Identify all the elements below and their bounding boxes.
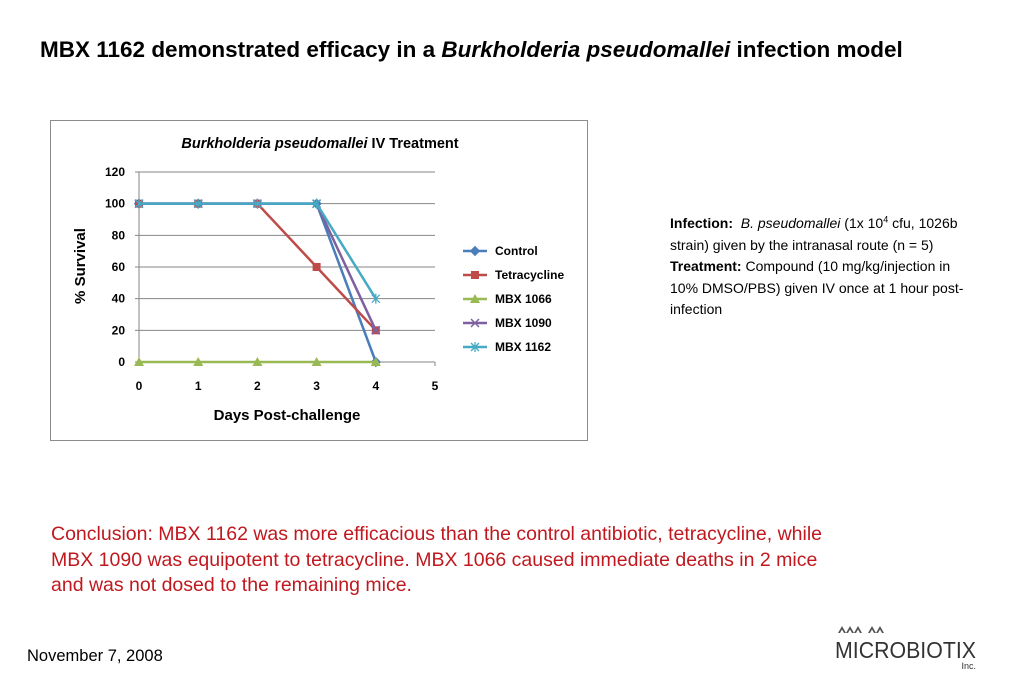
survival-chart: Burkholderia pseudomallei IV Treatment 0… <box>50 120 588 441</box>
legend-marker <box>471 271 479 279</box>
data-point <box>371 325 381 335</box>
legend-marker <box>470 342 480 352</box>
data-point <box>252 357 263 366</box>
y-tick-label: 20 <box>112 323 126 337</box>
logo-wave-icon <box>838 626 884 633</box>
data-point <box>371 293 381 304</box>
title-text-part1: MBX 1162 demonstrated efficacy in a <box>40 37 442 62</box>
microbiotix-logo: MICROBIOTIX Inc. <box>835 626 976 671</box>
infection-species: B. pseudomallei <box>740 215 841 231</box>
title-species: Burkholderia pseudomallei <box>441 37 731 62</box>
series-line <box>139 202 377 300</box>
chart-canvas: Burkholderia pseudomallei IV Treatment 0… <box>72 136 564 424</box>
legend-label: Control <box>495 244 538 258</box>
y-axis-title: % Survival <box>72 228 89 304</box>
legend-entry: Tetracycline <box>463 268 564 282</box>
legend-label: Tetracycline <box>495 268 564 282</box>
infection-dose-pre: (1x 10 <box>840 215 884 231</box>
y-tick-label: 0 <box>118 355 125 369</box>
data-point <box>252 198 262 209</box>
x-tick-label: 1 <box>195 379 202 393</box>
y-tick-label: 60 <box>112 260 126 274</box>
y-tick-label: 40 <box>112 292 126 306</box>
legend-entry: MBX 1162 <box>463 340 551 354</box>
data-point <box>193 198 203 209</box>
chart-title-species: Burkholderia pseudomallei <box>181 136 368 152</box>
legend-marker <box>470 318 480 328</box>
x-tick-label: 5 <box>432 379 439 393</box>
legend-entry: Control <box>463 244 538 258</box>
legend-label: MBX 1162 <box>495 340 551 354</box>
footer-date: November 7, 2008 <box>27 647 163 665</box>
y-tick-label: 120 <box>105 165 125 179</box>
infection-dose-exponent: 4 <box>883 214 889 225</box>
data-point <box>134 357 144 366</box>
title-text-part2: infection model <box>730 37 903 62</box>
infection-details: cfu, 1026b strain) given by the intranas… <box>670 215 958 253</box>
data-point <box>311 357 322 366</box>
marker-stroke <box>470 318 480 328</box>
data-point <box>312 263 321 271</box>
treatment-label: Treatment: <box>670 258 742 274</box>
series-line <box>139 202 377 363</box>
y-tick-label: 100 <box>105 197 125 211</box>
x-tick-label: 4 <box>372 379 379 393</box>
x-tick-label: 3 <box>313 379 320 393</box>
legend-marker <box>470 294 480 303</box>
legend-label: MBX 1066 <box>495 292 552 306</box>
series-control <box>133 198 382 368</box>
legend-entry: MBX 1090 <box>463 316 552 330</box>
marker-stroke <box>371 325 381 335</box>
logo-suffix: Inc. <box>961 661 976 671</box>
series-mbx-1162 <box>134 198 381 304</box>
experiment-info: Infection: B. pseudomallei (1x 104 cfu, … <box>670 213 970 321</box>
y-tick-label: 80 <box>112 228 126 242</box>
series-mbx-1066 <box>134 357 381 366</box>
x-tick-label: 2 <box>254 379 261 393</box>
data-point <box>312 198 322 209</box>
legend-marker <box>469 245 481 257</box>
legend-entry: MBX 1066 <box>463 292 552 306</box>
chart-title-rest: IV Treatment <box>368 136 459 152</box>
chart-title: Burkholderia pseudomallei IV Treatment <box>181 136 458 152</box>
infection-label: Infection: <box>670 215 733 231</box>
slide-title: MBX 1162 demonstrated efficacy in a Burk… <box>40 36 970 63</box>
x-tick-label: 0 <box>136 379 143 393</box>
legend-label: MBX 1090 <box>495 316 552 330</box>
logo-wordmark: MICROBIOTIX <box>835 637 976 663</box>
treatment-details: Compound (10 mg/kg/injection in 10% DMSO… <box>670 258 964 317</box>
data-point <box>193 357 204 366</box>
data-point <box>134 198 144 209</box>
x-axis-title: Days Post-challenge <box>214 407 361 424</box>
conclusion-text: Conclusion: MBX 1162 was more efficaciou… <box>51 523 823 596</box>
data-point <box>370 357 381 366</box>
